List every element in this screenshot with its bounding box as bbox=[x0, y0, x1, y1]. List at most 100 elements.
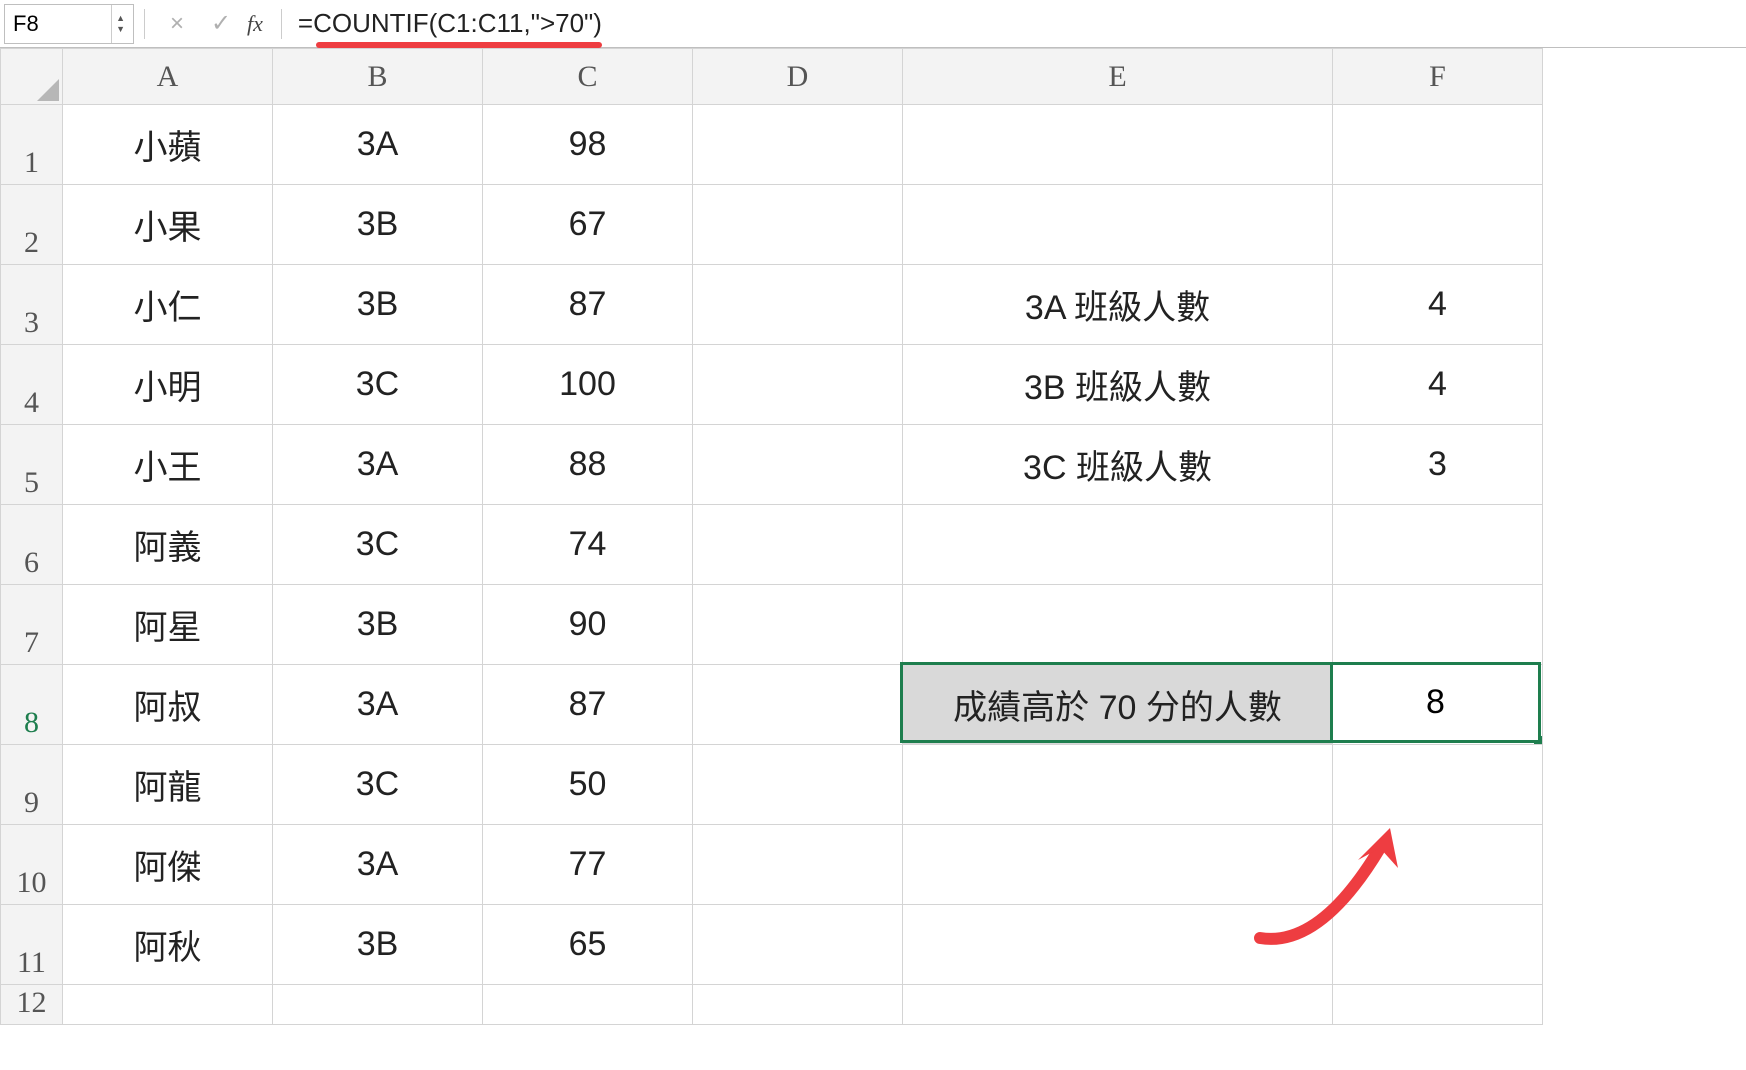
cell-F8[interactable] bbox=[1333, 665, 1543, 745]
cancel-icon: × bbox=[170, 10, 184, 38]
cell-B9[interactable]: 3C bbox=[273, 745, 483, 825]
row-header-1[interactable]: 1 bbox=[1, 105, 63, 185]
cell-F1[interactable] bbox=[1333, 105, 1543, 185]
select-all-corner[interactable] bbox=[1, 49, 63, 105]
cell-D10[interactable] bbox=[693, 825, 903, 905]
cell-C1[interactable]: 98 bbox=[483, 105, 693, 185]
cell-F6[interactable] bbox=[1333, 505, 1543, 585]
cell-E4[interactable]: 3B 班級人數 bbox=[903, 345, 1333, 425]
cell-E5[interactable]: 3C 班級人數 bbox=[903, 425, 1333, 505]
row-header-2[interactable]: 2 bbox=[1, 185, 63, 265]
column-header-F[interactable]: F bbox=[1333, 49, 1543, 105]
spreadsheet-grid[interactable]: ABCDEF1小蘋3A982小果3B673小仁3B873A 班級人數44小明3C… bbox=[0, 48, 1746, 1025]
name-box[interactable]: F8 ▲ ▼ bbox=[4, 4, 134, 44]
cell-E8[interactable]: 成績高於 70 分的人數 bbox=[903, 665, 1333, 745]
column-header-E[interactable]: E bbox=[903, 49, 1333, 105]
cell-D7[interactable] bbox=[693, 585, 903, 665]
stepper-up-icon[interactable]: ▲ bbox=[116, 14, 125, 23]
cell-D9[interactable] bbox=[693, 745, 903, 825]
cell-D11[interactable] bbox=[693, 905, 903, 985]
cell-D2[interactable] bbox=[693, 185, 903, 265]
cell-C9[interactable]: 50 bbox=[483, 745, 693, 825]
row-header-5[interactable]: 5 bbox=[1, 425, 63, 505]
cell-A2[interactable]: 小果 bbox=[63, 185, 273, 265]
cell-B8[interactable]: 3A bbox=[273, 665, 483, 745]
stepper-down-icon[interactable]: ▼ bbox=[116, 25, 125, 34]
column-header-A[interactable]: A bbox=[63, 49, 273, 105]
cell-B7[interactable]: 3B bbox=[273, 585, 483, 665]
cell-F4[interactable]: 4 bbox=[1333, 345, 1543, 425]
row-header-7[interactable]: 7 bbox=[1, 585, 63, 665]
row-header-11[interactable]: 11 bbox=[1, 905, 63, 985]
cell-F12[interactable] bbox=[1333, 985, 1543, 1025]
cell-B2[interactable]: 3B bbox=[273, 185, 483, 265]
cell-C10[interactable]: 77 bbox=[483, 825, 693, 905]
cell-E10[interactable] bbox=[903, 825, 1333, 905]
cell-A3[interactable]: 小仁 bbox=[63, 265, 273, 345]
cell-D8[interactable] bbox=[693, 665, 903, 745]
cell-B6[interactable]: 3C bbox=[273, 505, 483, 585]
cell-C8[interactable]: 87 bbox=[483, 665, 693, 745]
column-header-C[interactable]: C bbox=[483, 49, 693, 105]
row-header-12[interactable]: 12 bbox=[1, 985, 63, 1025]
column-header-D[interactable]: D bbox=[693, 49, 903, 105]
cell-A10[interactable]: 阿傑 bbox=[63, 825, 273, 905]
cell-F3[interactable]: 4 bbox=[1333, 265, 1543, 345]
cell-D3[interactable] bbox=[693, 265, 903, 345]
cell-C5[interactable]: 88 bbox=[483, 425, 693, 505]
cell-C4[interactable]: 100 bbox=[483, 345, 693, 425]
formula-input[interactable] bbox=[292, 0, 1746, 47]
cell-B12[interactable] bbox=[273, 985, 483, 1025]
cell-C11[interactable]: 65 bbox=[483, 905, 693, 985]
cell-C7[interactable]: 90 bbox=[483, 585, 693, 665]
cell-A1[interactable]: 小蘋 bbox=[63, 105, 273, 185]
cell-C3[interactable]: 87 bbox=[483, 265, 693, 345]
cell-A6[interactable]: 阿義 bbox=[63, 505, 273, 585]
name-box-stepper[interactable]: ▲ ▼ bbox=[111, 5, 125, 43]
cell-A4[interactable]: 小明 bbox=[63, 345, 273, 425]
cell-A5[interactable]: 小王 bbox=[63, 425, 273, 505]
cell-E3[interactable]: 3A 班級人數 bbox=[903, 265, 1333, 345]
cell-D1[interactable] bbox=[693, 105, 903, 185]
cell-D5[interactable] bbox=[693, 425, 903, 505]
cell-A12[interactable] bbox=[63, 985, 273, 1025]
cell-E7[interactable] bbox=[903, 585, 1333, 665]
cell-E6[interactable] bbox=[903, 505, 1333, 585]
cell-D4[interactable] bbox=[693, 345, 903, 425]
cell-B3[interactable]: 3B bbox=[273, 265, 483, 345]
row-header-4[interactable]: 4 bbox=[1, 345, 63, 425]
cell-C12[interactable] bbox=[483, 985, 693, 1025]
cell-B11[interactable]: 3B bbox=[273, 905, 483, 985]
row-header-8[interactable]: 8 bbox=[1, 665, 63, 745]
cell-F7[interactable] bbox=[1333, 585, 1543, 665]
cell-E1[interactable] bbox=[903, 105, 1333, 185]
cell-B5[interactable]: 3A bbox=[273, 425, 483, 505]
cell-C6[interactable]: 74 bbox=[483, 505, 693, 585]
cell-E12[interactable] bbox=[903, 985, 1333, 1025]
confirm-button[interactable]: ✓ bbox=[205, 8, 237, 40]
column-header-B[interactable]: B bbox=[273, 49, 483, 105]
cell-B1[interactable]: 3A bbox=[273, 105, 483, 185]
cell-F9[interactable] bbox=[1333, 745, 1543, 825]
cell-E2[interactable] bbox=[903, 185, 1333, 265]
cell-D6[interactable] bbox=[693, 505, 903, 585]
row-header-3[interactable]: 3 bbox=[1, 265, 63, 345]
cell-A8[interactable]: 阿叔 bbox=[63, 665, 273, 745]
cell-A11[interactable]: 阿秋 bbox=[63, 905, 273, 985]
cell-E9[interactable] bbox=[903, 745, 1333, 825]
cell-B10[interactable]: 3A bbox=[273, 825, 483, 905]
cell-C2[interactable]: 67 bbox=[483, 185, 693, 265]
row-header-6[interactable]: 6 bbox=[1, 505, 63, 585]
row-header-10[interactable]: 10 bbox=[1, 825, 63, 905]
row-header-9[interactable]: 9 bbox=[1, 745, 63, 825]
cell-B4[interactable]: 3C bbox=[273, 345, 483, 425]
cell-F11[interactable] bbox=[1333, 905, 1543, 985]
cell-F5[interactable]: 3 bbox=[1333, 425, 1543, 505]
cancel-button[interactable]: × bbox=[161, 8, 193, 40]
cell-A9[interactable]: 阿龍 bbox=[63, 745, 273, 825]
cell-E11[interactable] bbox=[903, 905, 1333, 985]
cell-D12[interactable] bbox=[693, 985, 903, 1025]
cell-A7[interactable]: 阿星 bbox=[63, 585, 273, 665]
cell-F10[interactable] bbox=[1333, 825, 1543, 905]
cell-F2[interactable] bbox=[1333, 185, 1543, 265]
